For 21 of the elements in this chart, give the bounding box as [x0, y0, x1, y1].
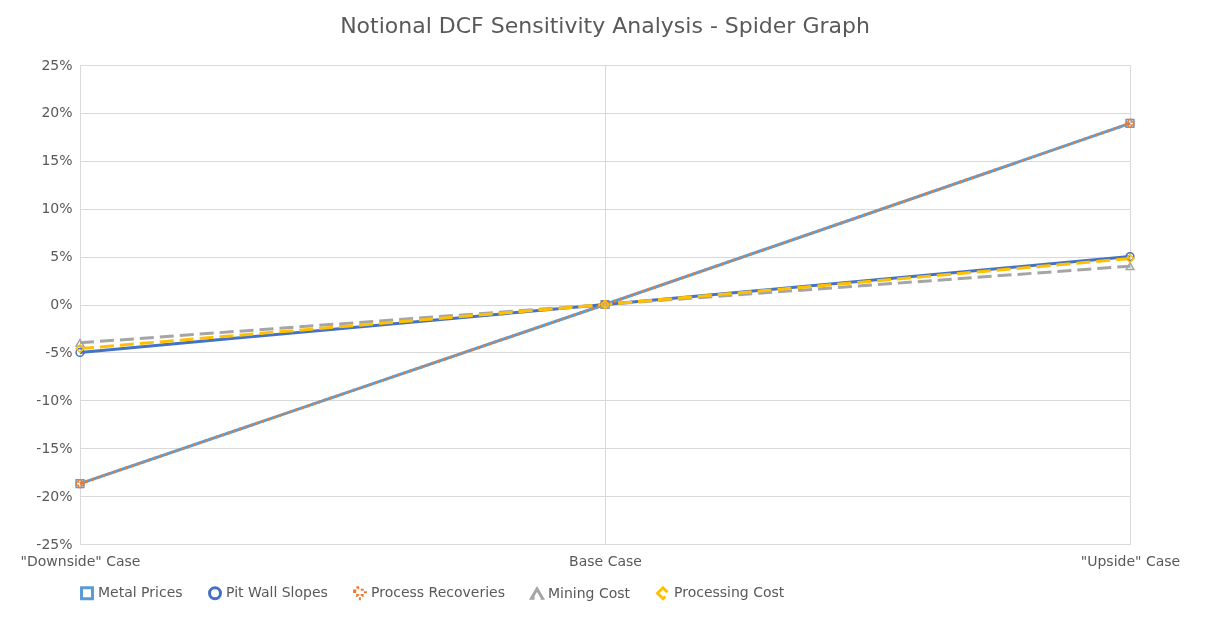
y-tick-label: 0%: [50, 296, 73, 312]
x-tick-label: Base Case: [569, 552, 642, 569]
y-tick-label: -10%: [36, 391, 73, 408]
y-tick-label: -15%: [36, 439, 73, 456]
legend-label: Process Recoveries: [371, 584, 505, 601]
y-tick-label: 15%: [41, 152, 73, 169]
y-tick-label: -5%: [45, 343, 73, 360]
y-tick-label: 5%: [50, 248, 73, 265]
y-tick-label: 20%: [41, 104, 73, 121]
y-tick-label: 25%: [41, 56, 73, 73]
chart-title: Notional DCF Sensitivity Analysis - Spider Graph: [340, 13, 870, 38]
x-tick-label: "Upside" Case: [1080, 552, 1181, 569]
legend-label: Pit Wall Slopes: [226, 584, 328, 601]
y-tick-label: -20%: [36, 487, 73, 504]
legend-label: Metal Prices: [98, 584, 183, 601]
legend-label: Mining Cost: [548, 584, 631, 601]
y-tick-label: 10%: [41, 200, 73, 217]
x-tick-label: "Downside" Case: [20, 552, 141, 569]
legend-label: Processing Cost: [674, 584, 785, 601]
point: [75, 347, 85, 358]
y-tick-label: -25%: [36, 535, 73, 552]
